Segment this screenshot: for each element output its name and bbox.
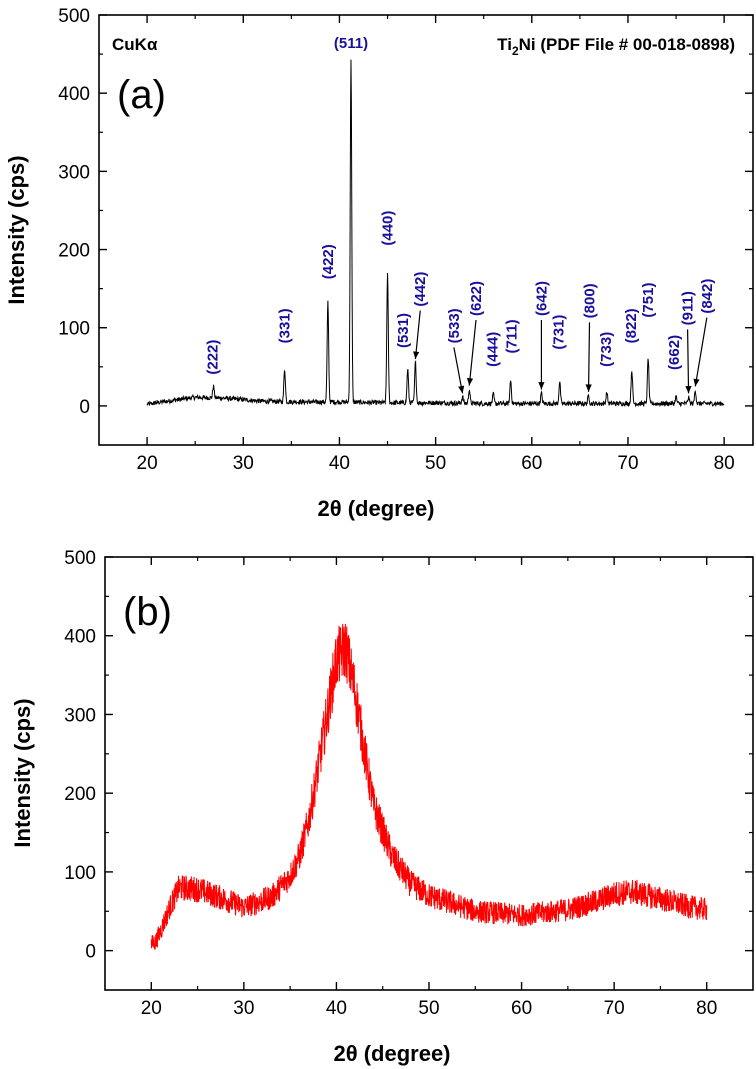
- peak-label: (662): [666, 335, 683, 370]
- peak-arrowhead: [458, 385, 465, 394]
- panel-b-ticks: [105, 556, 753, 990]
- panel-a-x-axis-title: 2θ (degree): [317, 496, 434, 521]
- x-tick-label: 20: [137, 453, 158, 474]
- peak-arrowhead: [685, 385, 692, 394]
- x-tick-label: 20: [141, 998, 162, 1019]
- panel-b-x-tick-labels: 20 30 40 50 60 70 80: [141, 998, 718, 1019]
- phase-subscript: 2: [512, 44, 519, 58]
- panel-b-y-axis-title: Intensity (cps): [10, 698, 35, 847]
- x-tick-label: 50: [425, 453, 446, 474]
- y-tick-label: 300: [64, 705, 96, 726]
- x-tick-label: 60: [521, 453, 542, 474]
- panel-a-x-tick-labels: 20 30 40 50 60 70 80: [137, 453, 735, 474]
- peak-arrowhead: [538, 382, 545, 390]
- y-tick-label: 400: [64, 627, 96, 648]
- panel-a-y-axis-title: Intensity (cps): [4, 155, 29, 304]
- peak-label: (444): [484, 332, 501, 367]
- peak-arrow: [468, 319, 477, 386]
- x-tick-label: 80: [696, 998, 717, 1019]
- peak-arrow: [414, 310, 421, 360]
- y-tick-label: 0: [85, 942, 96, 963]
- y-tick-label: 200: [64, 784, 96, 805]
- radiation-note: CuKα: [112, 35, 158, 54]
- x-tick-label: 60: [511, 998, 532, 1019]
- peak-arrow: [694, 317, 708, 387]
- peak-arrow: [687, 329, 690, 394]
- panel-b-x-axis-title: 2θ (degree): [333, 1041, 450, 1066]
- panel-b-y-tick-labels: 0 100 200 300 400 500: [64, 548, 96, 963]
- peak-label: (642): [533, 281, 550, 316]
- panel-a-y-tick-labels: 0 100 200 300 400 500: [58, 6, 90, 418]
- panel-a-diffraction-line: [146, 59, 725, 408]
- panel-a-frame: [98, 14, 754, 446]
- x-tick-label: 80: [714, 453, 735, 474]
- x-tick-label: 70: [604, 998, 625, 1019]
- peak-label: (331): [277, 308, 294, 343]
- x-tick-label: 70: [617, 453, 638, 474]
- peak-arrowhead: [693, 378, 700, 387]
- peak-label: (222): [204, 340, 221, 375]
- y-tick-label: 400: [58, 84, 90, 105]
- peak-label: (622): [468, 281, 485, 316]
- y-tick-label: 100: [64, 863, 96, 884]
- y-tick-label: 200: [58, 241, 90, 262]
- panel-a-ticks: [99, 14, 753, 445]
- panel-a: 20 30 40 50 60 70 80 0 100 200 300 400 5…: [4, 6, 754, 521]
- peak-label: (511): [334, 35, 368, 52]
- x-tick-label: 40: [326, 998, 347, 1019]
- peak-label: (422): [320, 244, 337, 279]
- peak-arrow: [587, 322, 591, 392]
- peak-label: (711): [504, 319, 521, 353]
- peak-label: (733): [598, 332, 615, 367]
- peak-label: (442): [412, 272, 429, 307]
- phase-prefix: Ti: [497, 35, 512, 54]
- peak-label: (440): [380, 211, 397, 246]
- peak-arrow: [453, 347, 464, 394]
- phase-suffix: Ni (PDF File # 00-018-0898): [519, 35, 735, 54]
- peak-label: (800): [582, 283, 599, 318]
- peak-label: (911): [680, 291, 697, 325]
- peak-label: (751): [640, 283, 657, 318]
- x-tick-label: 30: [233, 453, 254, 474]
- panel-a-label: (a): [117, 73, 166, 117]
- y-tick-label: 500: [58, 6, 90, 27]
- x-tick-label: 50: [418, 998, 439, 1019]
- panel-b-label: (b): [123, 590, 172, 634]
- peak-label: (531): [395, 313, 412, 348]
- phase-note: Ti2Ni (PDF File # 00-018-0898): [497, 35, 735, 58]
- y-tick-label: 500: [64, 548, 96, 569]
- peak-arrowhead: [413, 351, 420, 359]
- panel-b: 20 30 40 50 60 70 80 0 100 200 300 400 5…: [10, 548, 754, 1066]
- x-tick-label: 40: [329, 453, 350, 474]
- y-tick-label: 300: [58, 162, 90, 183]
- panel-b-diffraction-line: [150, 623, 708, 951]
- x-tick-label: 30: [233, 998, 254, 1019]
- peak-label: (533): [446, 308, 463, 343]
- y-tick-label: 100: [58, 319, 90, 340]
- peak-label: (842): [699, 279, 716, 314]
- peak-arrowhead: [466, 377, 474, 386]
- panel-b-frame: [104, 556, 754, 991]
- peak-label: (731): [551, 315, 568, 350]
- peak-label: (822): [623, 308, 640, 343]
- peak-arrowhead: [585, 384, 592, 392]
- panel-a-peak-labels: (222) (331) (422) (511) (440) (531)(442) (533)…: [204, 35, 716, 394]
- y-tick-label: 0: [79, 397, 90, 418]
